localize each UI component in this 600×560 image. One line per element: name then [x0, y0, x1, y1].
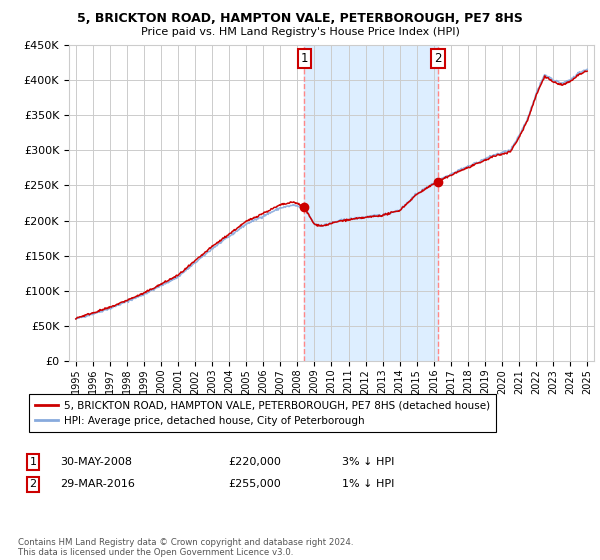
- Text: 2: 2: [29, 479, 37, 489]
- Text: 2: 2: [434, 53, 442, 66]
- Text: 3% ↓ HPI: 3% ↓ HPI: [342, 457, 394, 467]
- Text: 1: 1: [29, 457, 37, 467]
- Text: 1% ↓ HPI: 1% ↓ HPI: [342, 479, 394, 489]
- Text: £255,000: £255,000: [228, 479, 281, 489]
- Text: Contains HM Land Registry data © Crown copyright and database right 2024.
This d: Contains HM Land Registry data © Crown c…: [18, 538, 353, 557]
- Legend: 5, BRICKTON ROAD, HAMPTON VALE, PETERBOROUGH, PE7 8HS (detached house), HPI: Ave: 5, BRICKTON ROAD, HAMPTON VALE, PETERBOR…: [29, 394, 496, 432]
- Text: 1: 1: [301, 53, 308, 66]
- Text: 5, BRICKTON ROAD, HAMPTON VALE, PETERBOROUGH, PE7 8HS: 5, BRICKTON ROAD, HAMPTON VALE, PETERBOR…: [77, 12, 523, 25]
- Text: Price paid vs. HM Land Registry's House Price Index (HPI): Price paid vs. HM Land Registry's House …: [140, 27, 460, 37]
- Bar: [304, 45, 438, 361]
- Text: 29-MAR-2016: 29-MAR-2016: [60, 479, 135, 489]
- Text: 30-MAY-2008: 30-MAY-2008: [60, 457, 132, 467]
- Text: £220,000: £220,000: [228, 457, 281, 467]
